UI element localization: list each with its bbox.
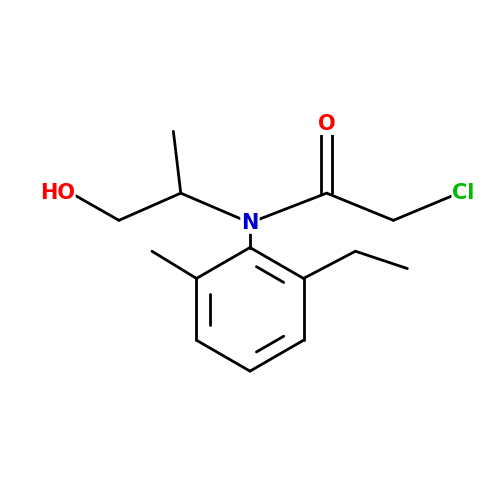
Text: HO: HO xyxy=(40,183,74,203)
Text: O: O xyxy=(318,114,336,134)
Text: N: N xyxy=(242,213,258,233)
Text: Cl: Cl xyxy=(452,183,475,203)
